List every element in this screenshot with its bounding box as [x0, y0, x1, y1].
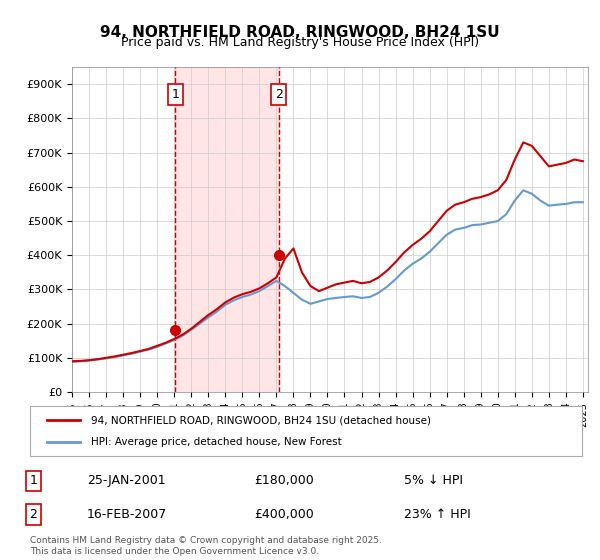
- Text: Price paid vs. HM Land Registry's House Price Index (HPI): Price paid vs. HM Land Registry's House …: [121, 36, 479, 49]
- Text: £180,000: £180,000: [254, 474, 314, 487]
- Text: 2: 2: [29, 508, 37, 521]
- Text: 94, NORTHFIELD ROAD, RINGWOOD, BH24 1SU (detached house): 94, NORTHFIELD ROAD, RINGWOOD, BH24 1SU …: [91, 415, 431, 425]
- Text: 2: 2: [275, 88, 283, 101]
- Bar: [175, 67, 278, 392]
- Text: HPI: Average price, detached house, New Forest: HPI: Average price, detached house, New …: [91, 437, 341, 447]
- Text: £400,000: £400,000: [254, 508, 314, 521]
- Text: 94, NORTHFIELD ROAD, RINGWOOD, BH24 1SU: 94, NORTHFIELD ROAD, RINGWOOD, BH24 1SU: [100, 25, 500, 40]
- Text: 25-JAN-2001: 25-JAN-2001: [87, 474, 166, 487]
- Text: 1: 1: [29, 474, 37, 487]
- Text: 23% ↑ HPI: 23% ↑ HPI: [404, 508, 470, 521]
- Text: Contains HM Land Registry data © Crown copyright and database right 2025.
This d: Contains HM Land Registry data © Crown c…: [30, 536, 382, 556]
- Text: 16-FEB-2007: 16-FEB-2007: [87, 508, 167, 521]
- FancyBboxPatch shape: [30, 406, 582, 456]
- Text: 1: 1: [172, 88, 179, 101]
- Text: 5% ↓ HPI: 5% ↓ HPI: [404, 474, 463, 487]
